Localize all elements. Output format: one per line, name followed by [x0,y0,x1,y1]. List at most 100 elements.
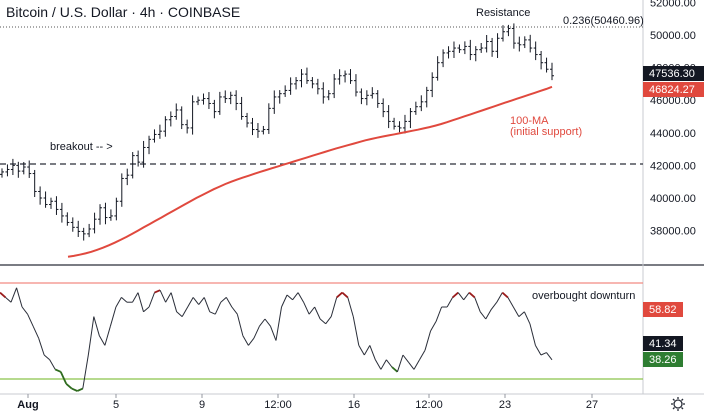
candle [157,124,162,139]
time-tick-label: 9 [199,399,205,411]
candle [490,37,495,57]
candle [294,77,299,90]
candle [119,173,124,207]
time-tick-label: 27 [586,399,598,411]
last-price-value: 47536.30 [649,68,695,80]
candle [402,114,407,134]
rsi-segment [264,318,271,327]
time-tick-label: 23 [499,399,511,411]
rsi-segment [192,297,200,305]
settings-gear-icon[interactable] [671,397,685,411]
candle [206,92,211,110]
rsi-segment [181,306,189,317]
rsi-segment [248,337,255,346]
candle [21,161,26,175]
candle [179,106,184,130]
candle [500,25,505,42]
candle [185,119,190,134]
candle [528,34,533,53]
rsi-segment [402,354,409,363]
rsi-segment [5,297,12,303]
candle [381,98,386,118]
rsi-segment [314,306,321,320]
candle [288,77,293,95]
rsi-dark-value: 41.34 [649,338,677,350]
candle [430,72,435,98]
rsi-segment [59,371,68,385]
candle [451,41,456,58]
rsi-segment [275,306,283,341]
candle [5,164,10,177]
candle [114,197,119,221]
ma-label: 100-MA [510,115,549,127]
candles [0,23,554,241]
candle [397,121,402,133]
candle [196,96,201,106]
rsi-segment [546,352,553,361]
candle [304,67,309,84]
rsi-segment [512,306,520,317]
candle [125,168,130,186]
rsi-segment [374,359,382,370]
candle [76,220,81,237]
candle [234,90,239,111]
rsi-segment [479,311,487,320]
candle [212,99,217,119]
time-tick-label: 12:00 [415,399,443,411]
ma-100-line [67,85,553,258]
candle [223,90,228,103]
candle [419,95,424,112]
rsi-segment [463,292,470,301]
candle [98,204,103,225]
candle [392,117,397,130]
rsi-segment [457,292,465,301]
candle [544,57,549,73]
rsi-segment [76,387,84,392]
candle [353,74,358,97]
rsi-segment [286,294,293,301]
candle [141,140,146,168]
candle [38,186,43,205]
candle [190,95,195,135]
rsi-segment [430,321,437,332]
rsi-segment [176,311,183,317]
last-price-tag [643,66,704,81]
rsi-segment [259,318,266,327]
candle [81,227,86,241]
candle [468,39,473,61]
candle [370,87,375,99]
candle [522,36,527,49]
rsi-segment [154,289,161,294]
rsi-segment [54,368,62,373]
candle [479,42,484,53]
candle [266,103,271,134]
candle [43,191,48,208]
rsi-segment [336,291,343,299]
candle [511,23,516,49]
rsi-segment [132,292,139,303]
candle [283,85,288,97]
candle [147,135,152,155]
price-tick-label: 50000.00 [650,30,696,42]
resistance-label: Resistance [476,7,530,19]
rsi-segment [330,297,338,317]
rsi-segment [391,366,399,373]
rsi-segment [523,311,531,325]
rsi-segment [71,387,78,392]
candle [337,69,342,85]
candle [245,112,250,128]
rsi-segment [0,291,7,299]
fib-label: 0.236(50460.96) [563,15,644,27]
rsi-segment [297,292,305,303]
rsi-segment [65,383,73,390]
time-tick-label: 5 [113,399,119,411]
candle [70,217,75,232]
rsi-red-tag [643,302,683,317]
ma-value-tag [643,82,704,97]
rsi-segment [347,297,354,317]
candle [174,103,179,120]
candle [130,152,135,179]
rsi-segment [292,292,299,301]
rsi-segment [165,292,172,303]
candle [359,88,364,105]
